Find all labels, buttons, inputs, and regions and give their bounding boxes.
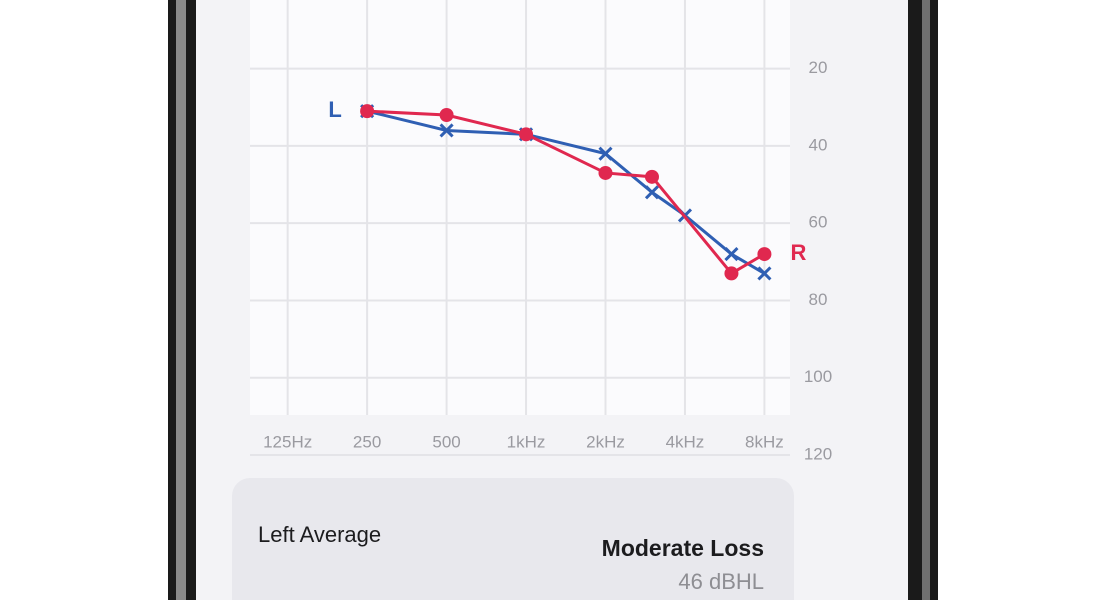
series-label: R [790, 240, 806, 265]
y-tick-label: 120 [804, 444, 832, 463]
x-tick-label: 1kHz [507, 432, 546, 451]
x-marker [598, 146, 613, 161]
dot-marker [519, 127, 534, 142]
series-label: L [328, 97, 341, 122]
dot-marker [757, 247, 772, 262]
x-tick-label: 8kHz [745, 432, 784, 451]
y-tick-label: 20 [809, 58, 828, 77]
phone-edge [176, 0, 186, 600]
x-tick-label: 2kHz [586, 432, 625, 451]
plot-area [250, 0, 790, 415]
dot-marker [724, 266, 739, 281]
summary-value: 46 dBHL [678, 569, 764, 594]
x-tick-label: 250 [353, 432, 381, 451]
x-marker [439, 123, 454, 138]
x-tick-label: 500 [432, 432, 460, 451]
audiogram: 20 40 60 80 100 120 125Hz 250 500 1kHz 2kHz 4kHz 8kH… [250, 0, 832, 463]
series-line [366, 109, 766, 275]
summary-result: Moderate Loss [602, 535, 764, 561]
x-tick-label: 125Hz [263, 432, 312, 451]
y-tick-label: 60 [809, 213, 828, 232]
summary-card [232, 478, 794, 600]
dot-marker [439, 108, 454, 122]
x-marker [644, 185, 660, 200]
x-tick-label: 4kHz [666, 432, 705, 451]
x-marker [757, 266, 772, 281]
y-tick-label: 80 [809, 290, 828, 309]
dot-marker [598, 165, 613, 180]
summary-label: Left Average [258, 522, 381, 547]
dot-marker [644, 169, 659, 184]
x-marker [724, 247, 739, 262]
dot-marker [360, 104, 375, 119]
y-tick-label: 40 [809, 135, 828, 154]
phone-edge [922, 0, 930, 600]
y-tick-label: 100 [804, 367, 832, 386]
